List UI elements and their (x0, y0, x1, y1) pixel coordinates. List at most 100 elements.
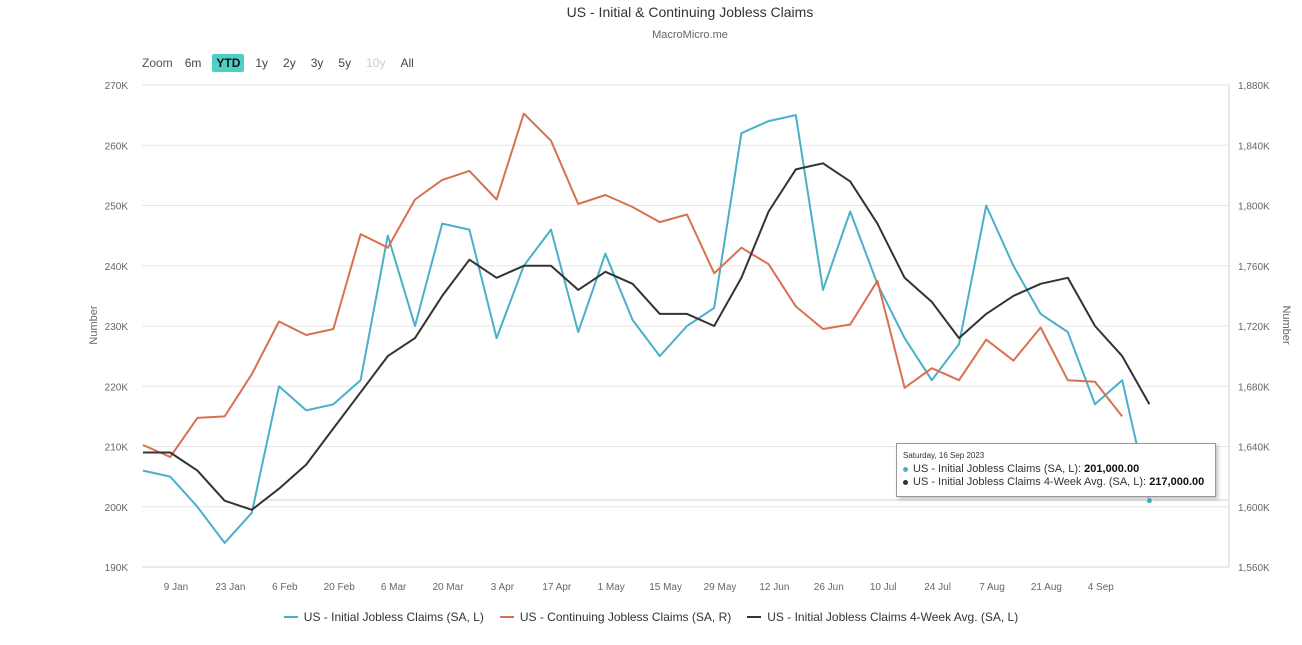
legend-item-initial[interactable]: US - Initial Jobless Claims (SA, L) (283, 610, 484, 624)
data-point-initial-claims (1039, 312, 1043, 316)
data-point-continuing-claims (304, 333, 308, 337)
data-point-initial-claims (413, 324, 417, 328)
data-point-four-week-avg (195, 469, 199, 473)
zoom-1y-button[interactable]: 1y (255, 56, 269, 70)
y-axis-right: 1,560K 1,600K 1,640K 1,680K 1,720K 1,760K 1,80… (1238, 81, 1270, 574)
data-point-four-week-avg (930, 300, 934, 304)
data-point-four-week-avg (848, 179, 852, 183)
legend-initial-label: US - Initial Jobless Claims (SA, L) (303, 610, 484, 624)
data-point-four-week-avg (957, 336, 961, 340)
data-point-continuing-claims (1093, 380, 1097, 384)
data-point-four-week-avg (1039, 282, 1043, 286)
legend-continuing-label: US - Continuing Jobless Claims (SA, R) (519, 610, 732, 624)
zoom-5y-button[interactable]: 5y (338, 56, 352, 70)
data-point-four-week-avg (440, 294, 444, 298)
data-point-initial-claims (658, 354, 662, 358)
data-point-continuing-claims (1011, 359, 1015, 363)
data-point-continuing-claims (549, 139, 553, 143)
data-point-initial-claims (467, 228, 471, 232)
data-point-four-week-avg (549, 264, 553, 268)
data-point-continuing-claims (495, 197, 499, 201)
data-tooltip: Saturday, 16 Sep 2023 US - Initial Joble… (896, 443, 1216, 497)
zoom-10y-button: 10y (366, 56, 386, 70)
data-point-initial-claims (495, 336, 499, 340)
data-point-initial-claims (576, 330, 580, 334)
data-point-initial-claims (1011, 264, 1015, 268)
zoom-2y-button[interactable]: 2y (283, 56, 296, 70)
y-tick-label-right: 1,640K (1238, 443, 1270, 454)
data-point-continuing-claims (767, 262, 771, 266)
data-point-initial-claims (685, 324, 689, 328)
data-point-initial-claims (903, 336, 907, 340)
data-point-initial-claims (1093, 402, 1097, 406)
x-tick-label: 20 Feb (324, 582, 356, 593)
tooltip-row-average: US - Initial Jobless Claims 4-Week Avg. … (903, 476, 1209, 489)
legend-item-continuing[interactable]: US - Continuing Jobless Claims (SA, R) (499, 610, 732, 624)
zoom-range-selector: Zoom 6m YTD 1y 2y 3y 5y 10y All (142, 53, 425, 73)
data-point-initial-claims (767, 119, 771, 123)
data-point-continuing-claims (277, 319, 281, 323)
y-tick-label-left: 200K (105, 503, 129, 514)
legend-item-average[interactable]: US - Initial Jobless Claims 4-Week Avg. … (747, 610, 1018, 624)
data-point-four-week-avg (1147, 402, 1151, 406)
data-point-continuing-claims (467, 169, 471, 173)
data-point-continuing-claims (250, 372, 254, 376)
tooltip-initial-value: 201,000.00 (1084, 463, 1140, 475)
y-tick-label-left: 240K (105, 262, 129, 273)
data-point-four-week-avg (304, 463, 308, 467)
data-point-initial-claims (739, 131, 743, 135)
data-point-continuing-claims (658, 220, 662, 224)
data-point-four-week-avg (141, 451, 145, 455)
y-tick-label-right: 1,800K (1238, 202, 1270, 213)
data-point-continuing-claims (440, 178, 444, 182)
data-point-initial-claims (603, 252, 607, 256)
chart-legend: US - Initial Jobless Claims (SA, L) US -… (0, 610, 1302, 624)
x-tick-label: 6 Mar (381, 582, 407, 593)
data-point-continuing-claims (930, 366, 934, 370)
data-point-four-week-avg (386, 354, 390, 358)
data-point-initial-claims (304, 408, 308, 412)
data-point-continuing-claims (1039, 326, 1043, 330)
zoom-ytd-button[interactable]: YTD (212, 54, 245, 72)
y-tick-label-right: 1,680K (1238, 382, 1270, 393)
data-point-four-week-avg (712, 324, 716, 328)
zoom-all-button[interactable]: All (400, 56, 414, 70)
y-axis-label-left: Number (88, 305, 100, 344)
data-point-continuing-claims (1066, 378, 1070, 382)
data-point-continuing-claims (984, 338, 988, 342)
grid (142, 84, 1230, 568)
data-point-four-week-avg (495, 276, 499, 280)
data-point-continuing-claims (413, 197, 417, 201)
zoom-6m-button[interactable]: 6m (184, 56, 202, 70)
data-point-continuing-claims (1120, 414, 1124, 418)
data-point-continuing-claims (957, 378, 961, 382)
data-point-initial-claims (141, 469, 145, 473)
data-point-continuing-claims (223, 414, 227, 418)
data-point-continuing-claims (168, 455, 172, 459)
y-tick-label-left: 250K (105, 202, 129, 213)
data-point-continuing-claims (576, 202, 580, 206)
y-tick-label-right: 1,760K (1238, 262, 1270, 273)
tooltip-initial-dot-icon (903, 466, 908, 472)
data-point-four-week-avg (223, 499, 227, 503)
data-point-initial-claims (168, 475, 172, 479)
data-point-four-week-avg (603, 270, 607, 274)
data-point-initial-claims (195, 505, 199, 509)
legend-initial-swatch-icon (283, 616, 298, 618)
data-point-continuing-claims (386, 246, 390, 250)
data-point-initial-claims (957, 342, 961, 346)
data-point-four-week-avg (277, 487, 281, 491)
data-point-four-week-avg (467, 258, 471, 262)
data-point-initial-claims (930, 378, 934, 382)
data-point-continuing-claims (603, 193, 607, 197)
data-point-four-week-avg (250, 508, 254, 512)
data-point-initial-claims (984, 204, 988, 208)
data-point-four-week-avg (1093, 324, 1097, 328)
data-point-initial-claims (440, 222, 444, 226)
zoom-3y-button[interactable]: 3y (310, 56, 324, 70)
y-tick-label-right: 1,720K (1238, 322, 1270, 333)
data-point-initial-claims (549, 228, 553, 232)
data-point-continuing-claims (522, 112, 526, 116)
data-point-continuing-claims (821, 327, 825, 331)
